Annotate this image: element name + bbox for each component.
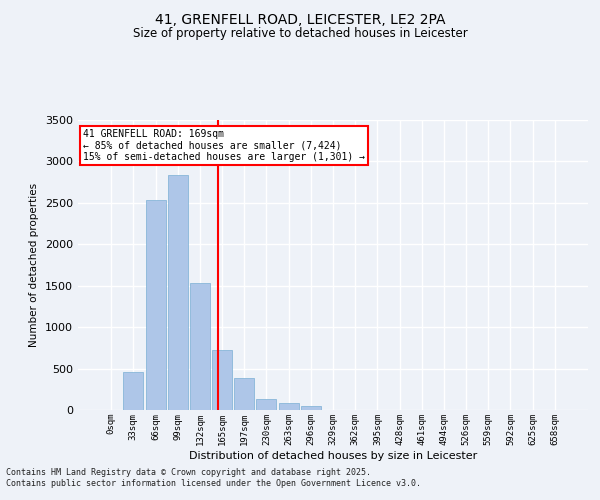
Y-axis label: Number of detached properties: Number of detached properties	[29, 183, 40, 347]
Bar	[168, 174, 188, 410]
X-axis label: Distribution of detached houses by size in Leicester: Distribution of detached houses by size …	[189, 450, 477, 460]
Bar	[234, 378, 254, 410]
Text: Contains HM Land Registry data © Crown copyright and database right 2025.
Contai: Contains HM Land Registry data © Crown c…	[6, 468, 421, 487]
Bar	[146, 200, 166, 410]
Bar	[256, 399, 277, 410]
Text: Size of property relative to detached houses in Leicester: Size of property relative to detached ho…	[133, 28, 467, 40]
Bar	[212, 350, 232, 410]
Bar	[278, 404, 299, 410]
Text: 41, GRENFELL ROAD, LEICESTER, LE2 2PA: 41, GRENFELL ROAD, LEICESTER, LE2 2PA	[155, 12, 445, 26]
Bar	[124, 372, 143, 410]
Text: 41 GRENFELL ROAD: 169sqm
← 85% of detached houses are smaller (7,424)
15% of sem: 41 GRENFELL ROAD: 169sqm ← 85% of detach…	[83, 128, 365, 162]
Bar	[190, 283, 210, 410]
Bar	[301, 406, 321, 410]
